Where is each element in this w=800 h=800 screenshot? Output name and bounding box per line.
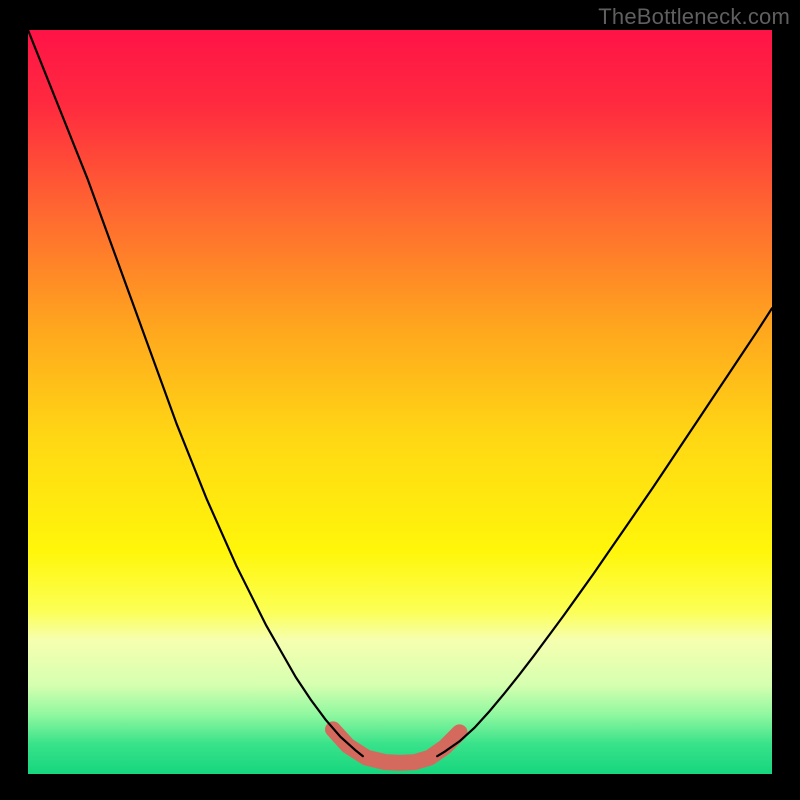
- chart-stage: TheBottleneck.com: [0, 0, 800, 800]
- watermark-text: TheBottleneck.com: [598, 4, 790, 30]
- chart-background: [28, 30, 772, 774]
- bottleneck-curve-chart: [0, 0, 800, 800]
